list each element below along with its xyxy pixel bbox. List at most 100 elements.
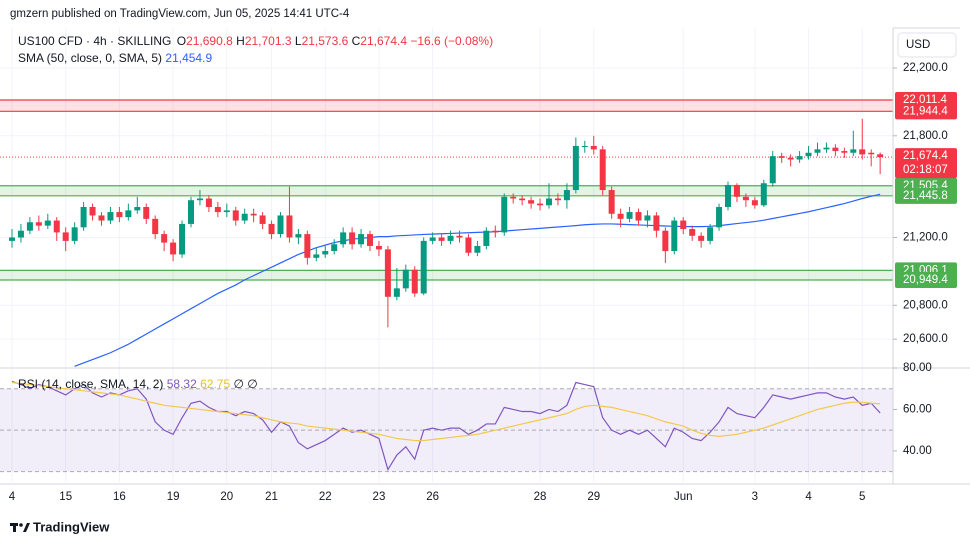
- candle-body: [492, 230, 499, 233]
- legend-rsi: RSI (14, close, SMA, 14, 2) 58.32 62.75 …: [18, 377, 258, 391]
- last-price-box: [895, 148, 957, 179]
- x-tick-label: 4: [9, 491, 16, 503]
- candle-body: [733, 184, 740, 197]
- zone-label: 22,011.4: [903, 94, 948, 106]
- candle-body: [671, 220, 678, 252]
- logo-part: [23, 523, 30, 532]
- x-tick-label: 3: [752, 491, 758, 503]
- x-tick-label: 22: [319, 491, 332, 503]
- candle-body: [367, 234, 373, 246]
- candle-body: [98, 215, 105, 221]
- candle-body: [116, 212, 123, 218]
- candle-body: [322, 251, 329, 255]
- candle-body: [214, 206, 221, 213]
- candle-body: [581, 145, 588, 147]
- y-tick-label: 21,200.0: [903, 232, 948, 244]
- candle-body: [725, 184, 731, 207]
- candle-body: [868, 152, 875, 155]
- background-layer: [0, 28, 893, 482]
- candle-body: [778, 156, 785, 158]
- price-zone: [0, 270, 893, 280]
- last-price-label: 21,674.4: [903, 150, 948, 162]
- candle-body: [44, 220, 51, 226]
- candle-body: [125, 210, 132, 218]
- candle-body: [742, 196, 749, 201]
- y-tick-label: 22,200.0: [903, 62, 948, 74]
- candle-body: [161, 234, 168, 243]
- candle-body: [653, 215, 660, 231]
- candle-body: [196, 198, 203, 201]
- candle-body: [250, 213, 257, 216]
- rsi-ma-value: 62.75: [200, 377, 230, 391]
- candle-body: [546, 198, 552, 206]
- candle-body: [411, 269, 418, 294]
- candle-body: [304, 234, 311, 258]
- candle-body: [608, 190, 615, 214]
- candle-body: [662, 230, 669, 252]
- candle-body: [707, 227, 714, 241]
- candle-body: [313, 254, 320, 258]
- x-tick-label: Jun: [674, 491, 693, 503]
- candle-body: [644, 215, 651, 221]
- candle-body: [563, 190, 570, 201]
- logo-part: [19, 523, 23, 527]
- ohlc-key: L: [295, 34, 302, 48]
- candle-body: [716, 206, 723, 228]
- rsi-line: [11, 380, 881, 472]
- sma-name: SMA (50, close, 0, SMA, 5): [18, 51, 162, 65]
- rsi-extra: ∅: [233, 377, 243, 391]
- candle-body: [35, 222, 42, 226]
- candle-body: [617, 213, 624, 219]
- x-tick-label: 20: [220, 491, 233, 503]
- candle-body: [483, 230, 490, 246]
- candle-body: [850, 149, 857, 153]
- y-tick-label: 21,800.0: [903, 130, 948, 142]
- candle-body: [223, 210, 230, 213]
- rsi-extra: ∅: [247, 377, 257, 391]
- y-tick-label: 20,600.0: [903, 333, 948, 345]
- x-tick-label: 29: [587, 491, 600, 503]
- candle-body: [510, 196, 517, 199]
- candle-body: [89, 206, 96, 216]
- legend-sma: SMA (50, close, 0, SMA, 5) 21,454.9: [18, 51, 212, 65]
- candle-body: [53, 220, 60, 233]
- countdown: 02:18:07: [903, 164, 948, 176]
- x-tick-label: 16: [113, 491, 126, 503]
- brand: TradingView: [33, 519, 110, 534]
- rsi-line: [11, 381, 881, 442]
- logo-part: [13, 523, 16, 532]
- candle-body: [572, 145, 579, 191]
- brand-logo: [10, 523, 30, 532]
- ohlc-value: 21,573.6: [302, 34, 349, 48]
- candle-body: [599, 149, 606, 191]
- candle-body: [71, 227, 78, 241]
- candle-body: [751, 200, 758, 206]
- candle-body: [554, 198, 561, 201]
- ohlc-key: C: [352, 34, 361, 48]
- ohlc-key: H: [236, 34, 245, 48]
- y-tick-label: 40.00: [903, 445, 932, 457]
- candle-body: [805, 152, 812, 157]
- zone-label-box: [895, 271, 957, 288]
- rsi-value: 58.32: [167, 377, 197, 391]
- change: −16.6 (−0.08%): [410, 34, 493, 48]
- x-tick-label: 5: [859, 491, 865, 503]
- candle-body: [143, 206, 150, 219]
- x-tick-label: 19: [167, 491, 180, 503]
- symbol: US100 CFD · 4h · SKILLING: [18, 34, 171, 48]
- candle-body: [590, 145, 597, 150]
- y-tick-label: 20,800.0: [903, 299, 948, 311]
- candle-body: [241, 213, 248, 221]
- candle-body: [277, 215, 284, 235]
- publish-header: gmzern published on TradingView.com, Jun…: [10, 8, 350, 20]
- candle-body: [402, 269, 409, 289]
- candle-body: [17, 230, 24, 238]
- candle-body: [286, 215, 293, 238]
- candle-body: [680, 220, 687, 230]
- candle-body: [760, 183, 767, 206]
- candle-body: [358, 234, 365, 245]
- candle-body: [134, 206, 141, 211]
- price-zone: [0, 99, 893, 112]
- candle-body: [80, 206, 87, 228]
